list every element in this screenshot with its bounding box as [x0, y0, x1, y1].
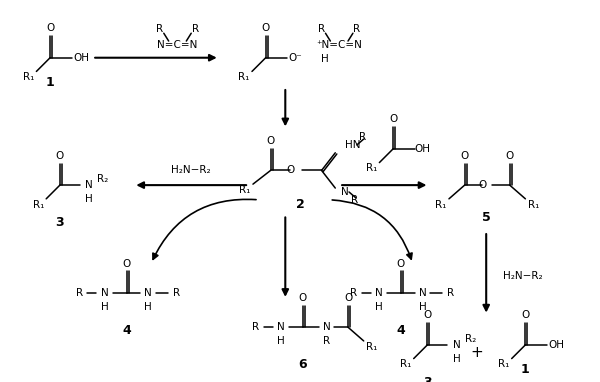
- Text: OH: OH: [415, 144, 431, 154]
- Text: H: H: [419, 302, 427, 312]
- Text: O: O: [423, 311, 431, 320]
- Text: R₁: R₁: [498, 359, 509, 369]
- Text: HN: HN: [345, 140, 361, 150]
- Text: N: N: [419, 288, 427, 298]
- Text: N: N: [101, 288, 109, 298]
- Text: R: R: [191, 24, 199, 34]
- Text: O: O: [461, 151, 469, 161]
- Text: OH: OH: [549, 340, 565, 350]
- Text: R₁: R₁: [436, 200, 447, 210]
- Text: R₁: R₁: [32, 200, 44, 210]
- Text: R: R: [156, 24, 163, 34]
- Text: H: H: [85, 194, 93, 204]
- Text: O: O: [122, 259, 131, 269]
- Text: O: O: [46, 23, 54, 33]
- Text: R₁: R₁: [400, 359, 412, 369]
- Text: R: R: [318, 24, 325, 34]
- Text: N: N: [453, 340, 461, 350]
- Text: R₁: R₁: [238, 72, 250, 82]
- Text: R: R: [353, 24, 361, 34]
- Text: O: O: [478, 180, 487, 190]
- Text: N: N: [323, 322, 330, 332]
- Text: R₁: R₁: [366, 163, 377, 173]
- Text: N: N: [85, 180, 93, 190]
- Text: 2: 2: [296, 198, 304, 211]
- Text: 3: 3: [423, 376, 432, 382]
- Text: +: +: [470, 345, 483, 360]
- Text: 6: 6: [299, 358, 307, 371]
- Text: R: R: [350, 288, 358, 298]
- Text: R: R: [76, 288, 83, 298]
- Text: R₁: R₁: [23, 72, 34, 82]
- Text: O: O: [397, 259, 405, 269]
- Text: R: R: [352, 195, 358, 205]
- Text: H: H: [453, 354, 461, 364]
- Text: O: O: [299, 293, 307, 303]
- Text: 1: 1: [521, 363, 530, 376]
- Text: R: R: [323, 336, 329, 346]
- Text: R₁: R₁: [527, 200, 539, 210]
- Text: O: O: [344, 293, 352, 303]
- Text: N: N: [144, 288, 152, 298]
- Text: R₂: R₂: [465, 334, 476, 344]
- Text: N: N: [376, 288, 383, 298]
- Text: R: R: [359, 132, 366, 142]
- Text: H₂N−R₂: H₂N−R₂: [172, 165, 211, 175]
- Text: R₁: R₁: [239, 185, 251, 195]
- Text: O: O: [266, 136, 275, 146]
- Text: N: N: [277, 322, 285, 332]
- Text: O: O: [521, 311, 530, 320]
- Text: 1: 1: [46, 76, 55, 89]
- Text: O: O: [262, 23, 270, 33]
- Text: R: R: [253, 322, 259, 332]
- Text: H₂N−R₂: H₂N−R₂: [503, 271, 542, 281]
- Text: 4: 4: [122, 324, 131, 337]
- Text: R: R: [447, 288, 454, 298]
- Text: OH: OH: [73, 53, 89, 63]
- Text: N: N: [341, 187, 349, 197]
- Text: O: O: [286, 165, 295, 175]
- Text: O: O: [56, 151, 64, 161]
- Text: R₂: R₂: [97, 174, 109, 184]
- Text: 3: 3: [56, 216, 64, 229]
- Text: 5: 5: [482, 211, 491, 224]
- Text: N=C=N: N=C=N: [157, 40, 197, 50]
- Text: H: H: [277, 336, 285, 346]
- Text: R: R: [173, 288, 180, 298]
- Text: ⁺N=C=N: ⁺N=C=N: [316, 40, 362, 50]
- Text: 4: 4: [397, 324, 406, 337]
- Text: H: H: [376, 302, 383, 312]
- Text: O⁻: O⁻: [288, 53, 302, 63]
- Text: H: H: [101, 302, 109, 312]
- Text: H: H: [320, 54, 328, 64]
- Text: H: H: [144, 302, 152, 312]
- Text: O: O: [506, 151, 514, 161]
- Text: O: O: [389, 115, 397, 125]
- Text: R₁: R₁: [366, 342, 377, 352]
